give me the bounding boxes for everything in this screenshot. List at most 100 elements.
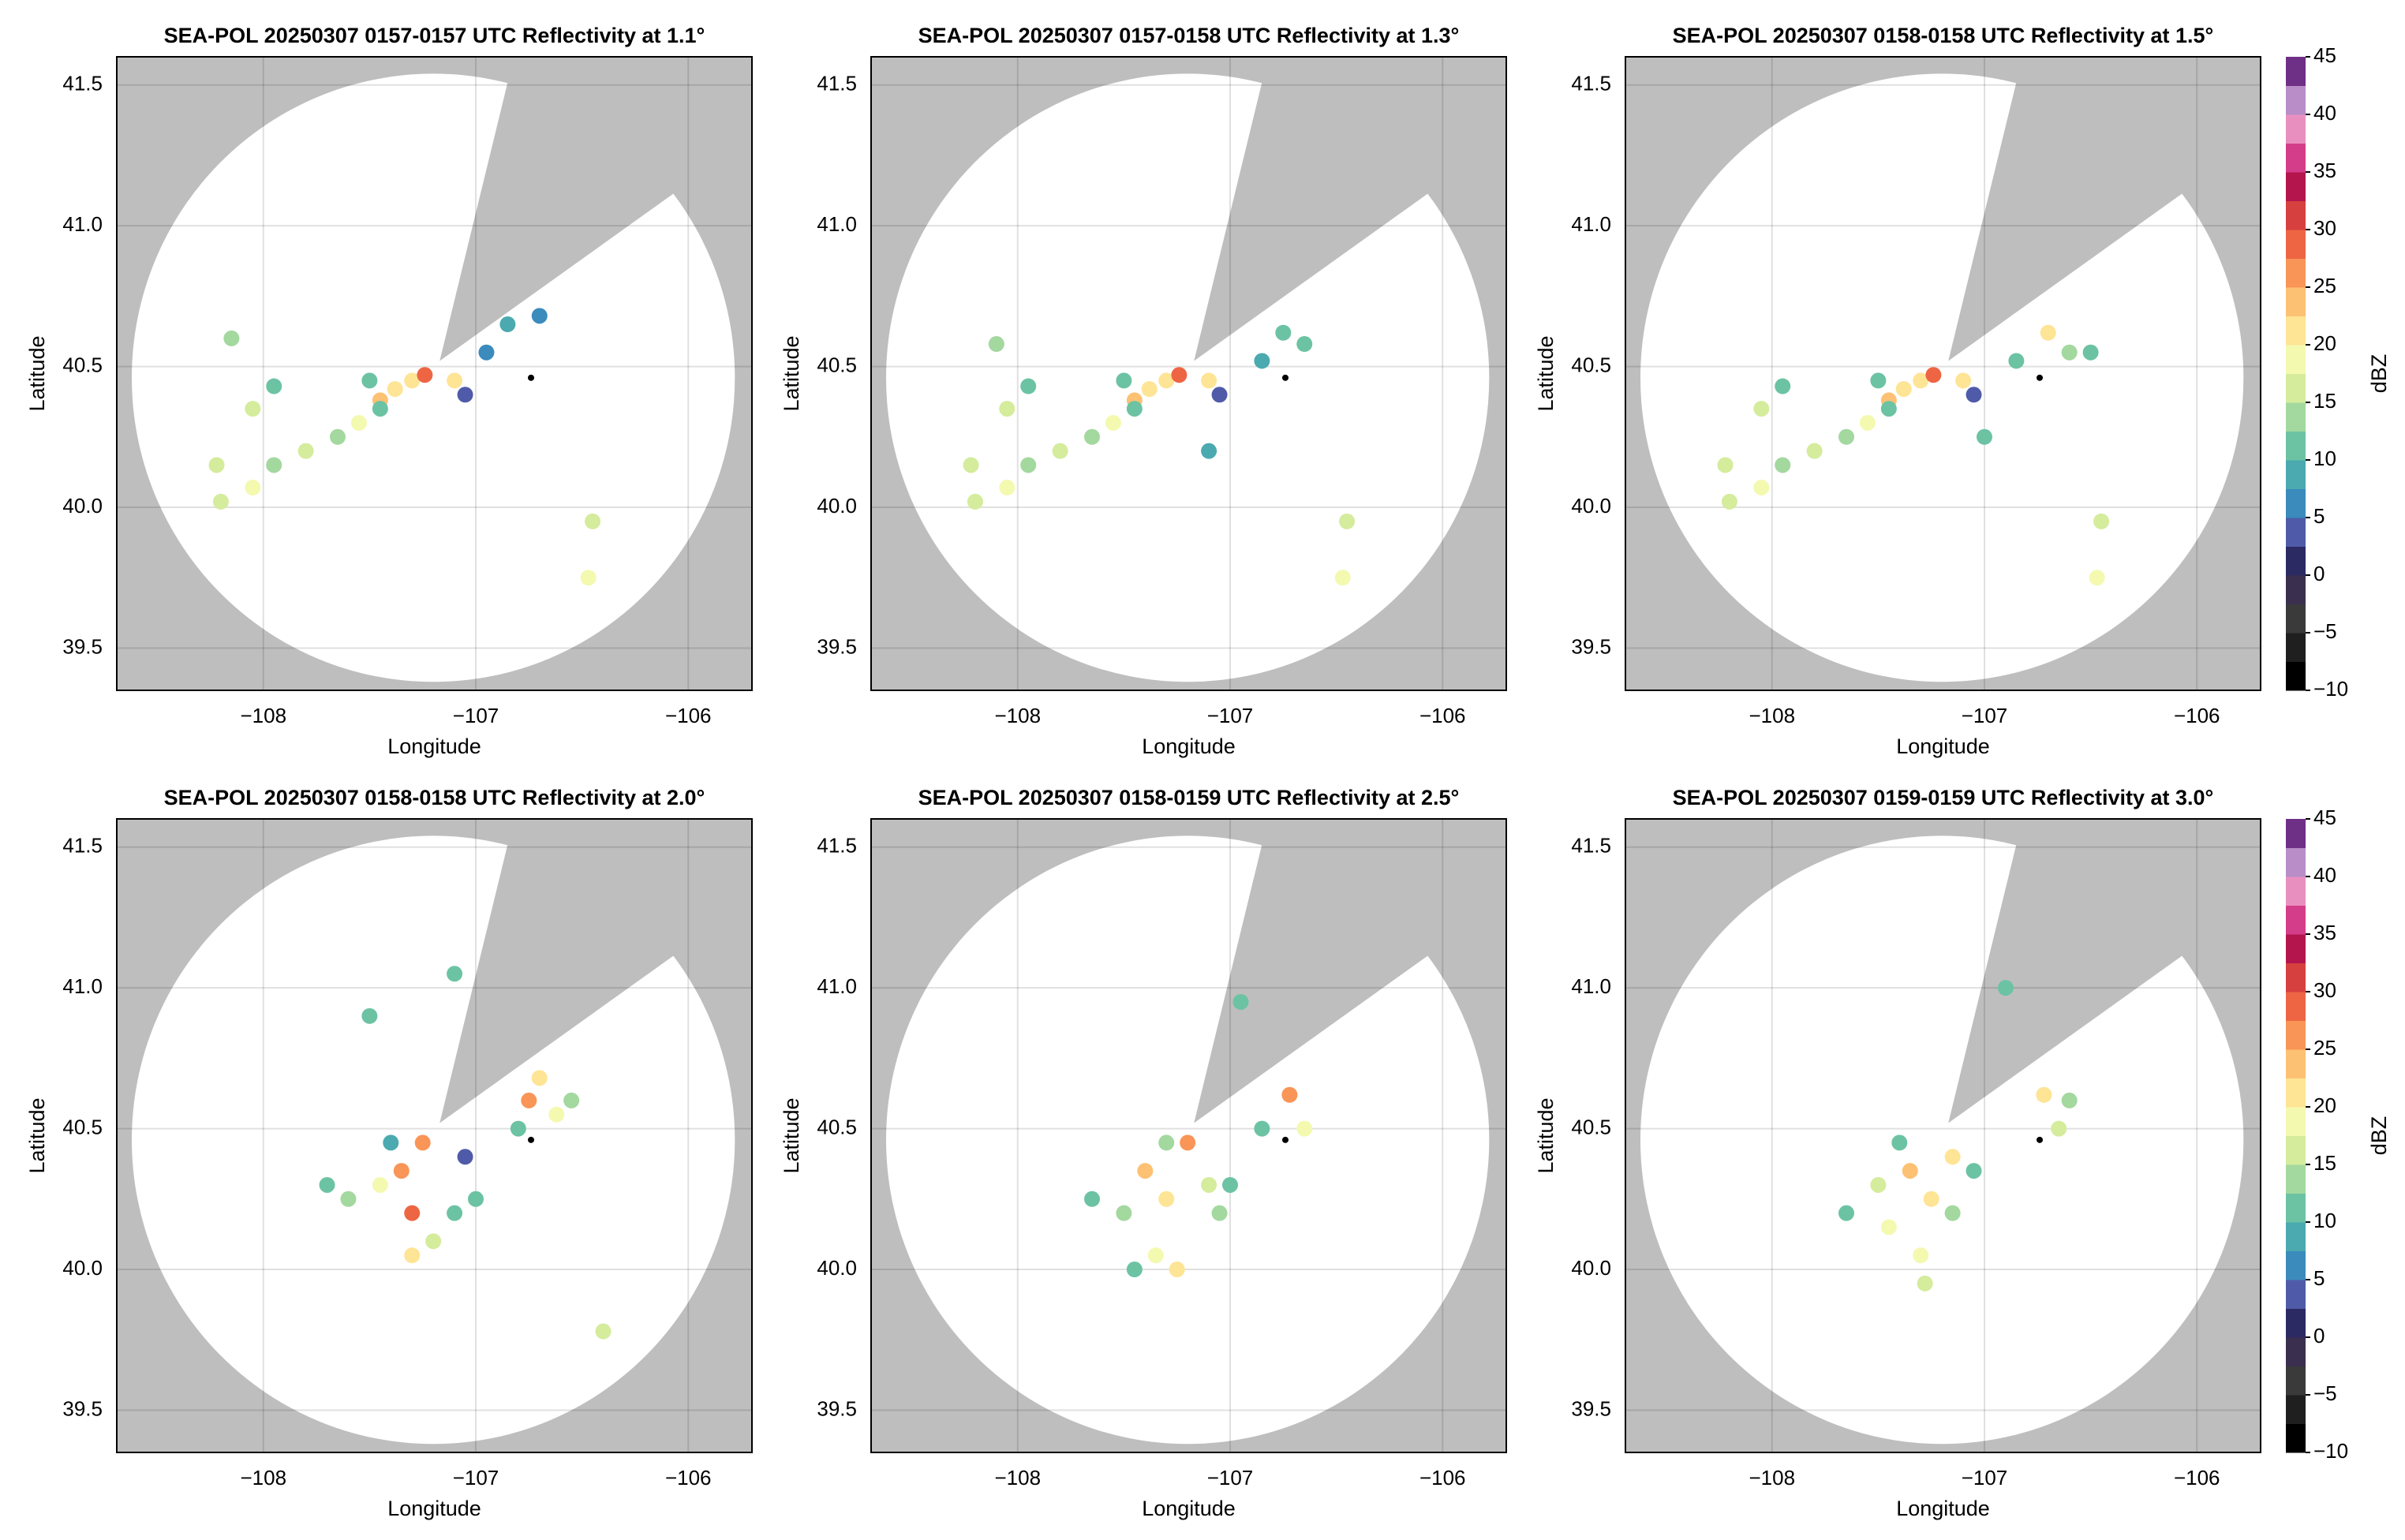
echo [1880, 1219, 1897, 1235]
echo [1052, 443, 1068, 459]
colorbar-swatch [2286, 431, 2306, 461]
x-tick-label: −106 [665, 1466, 712, 1490]
echo [999, 480, 1015, 496]
echo [1966, 1163, 1982, 1179]
site-marker [1282, 374, 1289, 381]
colorbar-swatch [2286, 905, 2306, 935]
echo [963, 457, 979, 473]
echo [1201, 372, 1217, 389]
site-marker [2037, 374, 2043, 381]
echo [1158, 1134, 1175, 1151]
colorbar-swatch [2286, 877, 2306, 906]
colorbar: −10 −5 0 5 10 15 20 25 30 35 40 45 dBZ [2286, 43, 2391, 701]
echo [417, 367, 433, 383]
echo [1116, 1205, 1132, 1221]
echo [1201, 443, 1217, 459]
colorbar-tick-label: 10 [2313, 447, 2336, 470]
y-tick-label: 40.0 [817, 1256, 857, 1280]
panel: −108 −107 −106 39.5 40.0 40.5 41.0 41.5 SEA-POL … [780, 24, 1507, 758]
x-axis-label: Longitude [1896, 734, 1990, 758]
x-axis-label: Longitude [1142, 734, 1236, 758]
echo [585, 513, 601, 529]
echo [510, 1120, 526, 1137]
echo [1997, 980, 2014, 996]
colorbar-swatch [2286, 1280, 2306, 1309]
y-tick-label: 39.5 [62, 1396, 103, 1420]
echo [1717, 457, 1734, 473]
colorbar: −10 −5 0 5 10 15 20 25 30 35 40 45 dBZ [2286, 806, 2391, 1463]
x-tick-label: −106 [1419, 704, 1466, 727]
echo [266, 457, 282, 473]
axes-frame [870, 818, 1507, 1453]
colorbar-swatch [2286, 287, 2306, 316]
echo [2036, 1086, 2052, 1103]
echo [2008, 353, 2025, 369]
colorbar-swatch [2286, 1308, 2306, 1338]
colorbar-swatch [2286, 345, 2306, 374]
y-tick-label: 40.5 [817, 1115, 857, 1138]
echo [1281, 1086, 1298, 1103]
colorbar-swatch [2286, 1078, 2306, 1108]
colorbar-label: dBZ [2367, 1116, 2391, 1156]
y-axis-label: Latitude [25, 335, 49, 411]
echo [212, 493, 229, 510]
colorbar-swatch [2286, 85, 2306, 115]
echo [478, 344, 495, 361]
colorbar-swatch [2286, 57, 2306, 86]
echo [1913, 372, 1929, 389]
site-marker [528, 374, 534, 381]
x-tick-label: −106 [665, 704, 712, 727]
chart-title: SEA-POL 20250307 0157-0157 UTC Reflectiv… [164, 24, 705, 47]
echo [297, 443, 314, 459]
colorbar-swatch [2286, 1107, 2306, 1136]
echo [361, 1007, 378, 1024]
echo [2093, 513, 2110, 529]
colorbar-tick-label: 30 [2313, 216, 2336, 240]
echo [531, 1070, 548, 1086]
colorbar-swatch [2286, 847, 2306, 877]
echo [1775, 457, 1791, 473]
echo [1147, 1247, 1164, 1264]
y-axis-label: Latitude [780, 1097, 803, 1173]
blocked-sector [1194, 819, 1506, 1123]
colorbar-swatch [2286, 819, 2306, 848]
y-tick-label: 40.0 [62, 494, 103, 518]
x-tick-label: −107 [453, 1466, 499, 1490]
echo [340, 1191, 357, 1207]
echo [1158, 1191, 1175, 1207]
colorbar-tick-label: 0 [2313, 562, 2325, 585]
y-tick-label: 39.5 [817, 1396, 857, 1420]
colorbar-swatch [2286, 518, 2306, 547]
echo [1895, 381, 1912, 398]
y-tick-label: 41.0 [1571, 212, 1611, 236]
echo [1296, 1120, 1313, 1137]
echo [245, 401, 261, 417]
colorbar-swatch [2286, 992, 2306, 1021]
echo [1211, 387, 1228, 403]
colorbar-tick-label: −5 [2313, 1381, 2337, 1405]
y-tick-label: 39.5 [62, 634, 103, 658]
axes-frame [870, 56, 1507, 691]
echo [266, 378, 282, 394]
echo [2089, 570, 2105, 586]
colorbar-swatch [2286, 661, 2306, 691]
echo [468, 1191, 484, 1207]
x-tick-label: −106 [1419, 1466, 1466, 1490]
colorbar-swatch [2286, 1250, 2306, 1280]
echo [404, 372, 421, 389]
colorbar-tick-label: 35 [2313, 921, 2336, 944]
colorbar-swatch [2286, 575, 2306, 604]
y-tick-label: 41.0 [1571, 974, 1611, 998]
echo [208, 457, 225, 473]
x-tick-label: −107 [453, 704, 499, 727]
echo [1171, 367, 1188, 383]
echo [1753, 480, 1770, 496]
echo [1141, 381, 1158, 398]
blocked-sector [439, 57, 752, 361]
colorbar-swatch [2286, 1020, 2306, 1050]
echo [1925, 367, 1942, 383]
blocked-sector [1948, 57, 2261, 361]
x-tick-label: −108 [994, 1466, 1041, 1490]
echo [1126, 1262, 1143, 1278]
echo [1137, 1163, 1154, 1179]
